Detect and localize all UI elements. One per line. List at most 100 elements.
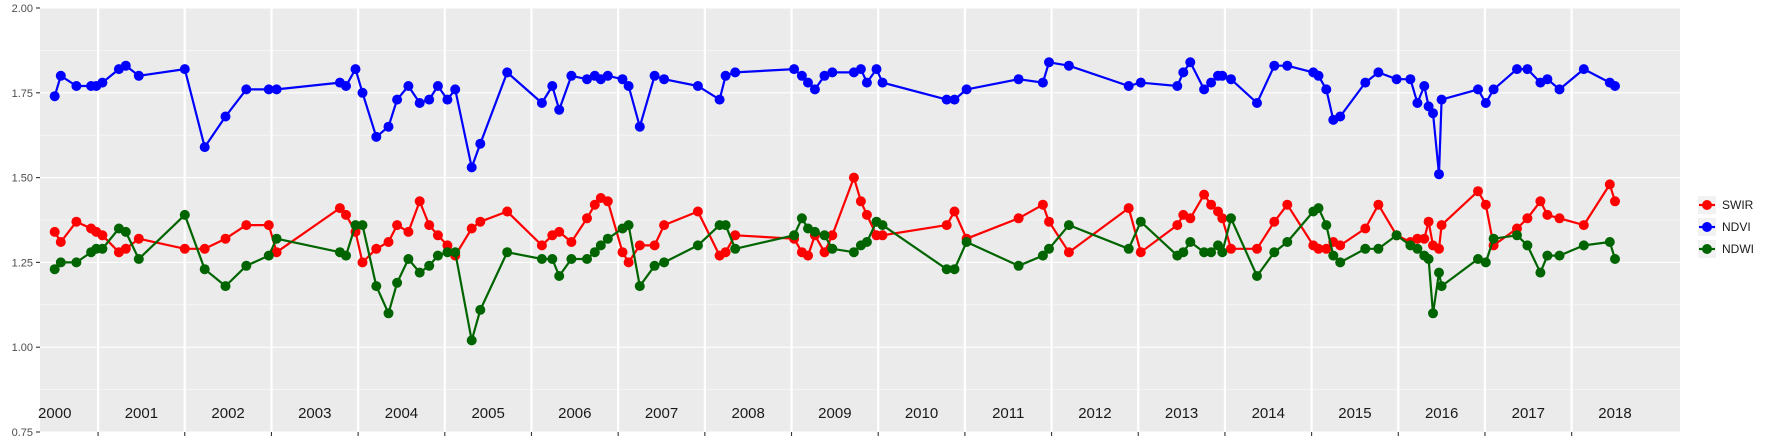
ndwi-point bbox=[1037, 250, 1048, 261]
ndvi-point bbox=[1185, 57, 1196, 68]
ndvi-point bbox=[803, 77, 813, 88]
ndwi-point bbox=[1488, 233, 1499, 244]
year-label: 2017 bbox=[1512, 405, 1545, 422]
ndvi-point bbox=[566, 70, 577, 81]
swir-point bbox=[1578, 220, 1589, 231]
ndvi-point bbox=[414, 98, 425, 108]
year-labels: 2000 2001 2002 2003 2004 2005 2006 2007 2008 2009… bbox=[38, 405, 1632, 422]
ndwi-point bbox=[1178, 247, 1189, 258]
swir-series bbox=[49, 172, 1620, 268]
swir-point bbox=[1610, 196, 1620, 207]
ndwi-point bbox=[71, 257, 82, 268]
ndwi-point bbox=[1360, 243, 1371, 254]
swir-point bbox=[271, 247, 282, 258]
swir-point bbox=[1013, 213, 1024, 224]
swir-point bbox=[1360, 223, 1371, 234]
swir-point bbox=[877, 230, 888, 241]
swir-point bbox=[1373, 199, 1384, 210]
year-label: 2006 bbox=[558, 405, 591, 422]
ndvi-point bbox=[1488, 84, 1499, 95]
ndvi-point bbox=[1360, 77, 1371, 88]
swir-point bbox=[475, 216, 486, 227]
swir-point bbox=[1037, 199, 1048, 210]
ndwi-point bbox=[1206, 247, 1217, 258]
swir-point bbox=[554, 226, 565, 237]
ndvi-point bbox=[554, 104, 565, 115]
ndvi-point bbox=[1373, 67, 1384, 78]
ndwi-point bbox=[1554, 250, 1565, 261]
ndvi-point bbox=[1252, 98, 1262, 108]
swir-point bbox=[692, 206, 703, 217]
y-tick-label: 1.25 bbox=[12, 257, 33, 269]
ndwi-point bbox=[133, 254, 144, 264]
ndwi-point bbox=[877, 220, 888, 231]
swir-point bbox=[649, 240, 660, 251]
ndvi-point bbox=[1335, 111, 1346, 122]
swir-point bbox=[536, 240, 547, 251]
ndvi-point bbox=[1013, 74, 1024, 85]
year-label: 2004 bbox=[385, 405, 418, 422]
ndvi-point bbox=[71, 81, 82, 91]
ndwi-point bbox=[961, 237, 972, 247]
ndvi-point bbox=[827, 67, 838, 78]
swir-point bbox=[199, 243, 210, 254]
swir-point bbox=[71, 216, 82, 227]
swir-point bbox=[1123, 203, 1134, 214]
ndvi-point bbox=[392, 94, 403, 105]
ndwi-point bbox=[1373, 243, 1384, 254]
swir-point bbox=[582, 213, 592, 224]
ndvi-point bbox=[1542, 74, 1553, 85]
ndvi-point bbox=[220, 111, 231, 122]
ndwi-point bbox=[1063, 220, 1074, 231]
ndvi-point bbox=[1522, 64, 1533, 75]
swir-point bbox=[819, 247, 830, 258]
ndwi-point bbox=[1123, 243, 1134, 254]
ndwi-point bbox=[432, 250, 443, 261]
ndwi-point bbox=[392, 277, 403, 288]
ndwi-point bbox=[271, 233, 282, 244]
y-axis: 0.75 1.00 1.25 1.50 1.75 2.00 bbox=[12, 3, 40, 439]
ndwi-point bbox=[720, 220, 731, 231]
ndvi-point bbox=[1282, 60, 1293, 71]
ndwi-point bbox=[1512, 230, 1522, 241]
swir-point bbox=[1436, 220, 1447, 231]
ndvi-series bbox=[49, 57, 1620, 180]
ndwi-point bbox=[634, 281, 645, 292]
swir-point bbox=[466, 223, 477, 234]
ndwi-point bbox=[1434, 267, 1444, 278]
swir-point bbox=[1252, 243, 1262, 254]
legend-ndvi-label: NDVI bbox=[1722, 220, 1751, 234]
ndvi-point bbox=[97, 77, 108, 88]
year-label: 2018 bbox=[1598, 405, 1631, 422]
ndvi-point bbox=[941, 94, 952, 105]
ndvi-point bbox=[1123, 81, 1134, 91]
ndwi-point bbox=[861, 237, 872, 247]
ndvi-point bbox=[659, 74, 670, 85]
swir-point bbox=[241, 220, 252, 231]
ndvi-point bbox=[634, 121, 645, 132]
swir-point bbox=[1423, 216, 1434, 227]
year-boundaries bbox=[96, 8, 1573, 436]
swir-point bbox=[659, 220, 670, 231]
ndwi-point bbox=[414, 267, 425, 278]
ndwi-point bbox=[475, 304, 486, 315]
ndvi-point bbox=[961, 84, 972, 95]
ndwi-point bbox=[97, 243, 108, 254]
swir-point bbox=[1185, 213, 1196, 224]
ndvi-point bbox=[1206, 77, 1217, 88]
legend: SWIR NDVI NDWI bbox=[1698, 196, 1754, 258]
swir-point bbox=[1535, 196, 1546, 207]
ndvi-point bbox=[442, 94, 453, 105]
swir-point bbox=[403, 226, 414, 237]
ndvi-point bbox=[350, 64, 361, 75]
ndwi-point bbox=[220, 281, 231, 292]
ndwi-series bbox=[49, 203, 1620, 346]
ndwi-point bbox=[1217, 247, 1228, 258]
ndwi-point bbox=[589, 247, 600, 258]
ndwi-point bbox=[659, 257, 670, 268]
swir-point bbox=[803, 250, 813, 261]
swir-point bbox=[1199, 189, 1210, 200]
ndvi-point bbox=[1037, 77, 1048, 88]
ndwi-point bbox=[1604, 237, 1615, 247]
ndvi-point bbox=[1217, 70, 1228, 81]
